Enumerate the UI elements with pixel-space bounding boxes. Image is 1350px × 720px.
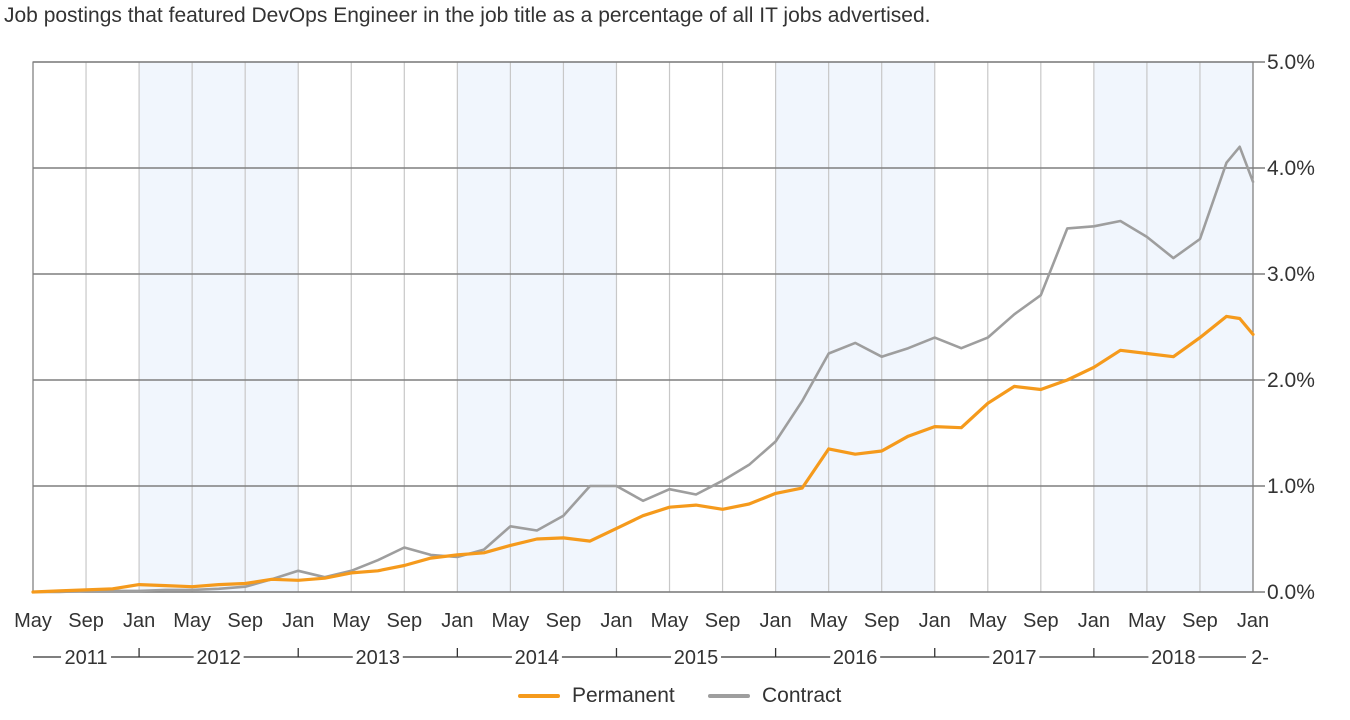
year-label-bg <box>511 646 562 668</box>
x-tick-label: Jan <box>600 610 632 632</box>
x-tick-label: Sep <box>1023 610 1059 632</box>
year-label-bg <box>352 646 403 668</box>
series-line-permanent <box>31 314 1255 594</box>
y-tick-label: 0.0% <box>1267 581 1315 604</box>
year-label: 2011 <box>65 647 108 669</box>
year-label: 2013 <box>356 647 401 669</box>
x-tick-label: May <box>810 610 848 632</box>
year-label: 2016 <box>833 647 878 669</box>
year-label-bg <box>989 646 1040 668</box>
legend-item-permanent[interactable]: Permanent <box>518 682 675 710</box>
x-tick-label: May <box>491 610 529 632</box>
y-tick-label: 5.0% <box>1267 51 1315 74</box>
legend-swatch-contract <box>708 694 750 698</box>
x-tick-label: May <box>14 610 52 632</box>
chart-title: Job postings that featured DevOps Engine… <box>4 4 931 27</box>
y-tick-label: 2.0% <box>1267 369 1315 392</box>
x-tick-label: Jan <box>1078 610 1110 632</box>
year-label-bg <box>1148 646 1199 668</box>
legend-label-contract: Contract <box>762 684 842 707</box>
legend-item-contract[interactable]: Contract <box>708 682 841 710</box>
y-tick-label: 4.0% <box>1267 157 1315 180</box>
legend-label-permanent: Permanent <box>572 684 675 707</box>
x-tick-label: Sep <box>546 610 582 632</box>
x-tick-label: Jan <box>441 610 473 632</box>
year-label-bg <box>830 646 881 668</box>
x-tick-label: May <box>651 610 689 632</box>
year-band-2014 <box>457 62 617 592</box>
year-label: 2- <box>1251 647 1269 669</box>
x-tick-label: Jan <box>282 610 314 632</box>
x-tick-label: Sep <box>705 610 741 632</box>
x-tick-label: Jan <box>123 610 155 632</box>
x-tick-label: Sep <box>387 610 423 632</box>
legend-swatch-permanent <box>518 694 560 698</box>
year-label: 2012 <box>196 647 241 669</box>
x-tick-label: May <box>173 610 211 632</box>
year-label-bg <box>193 646 244 668</box>
x-tick-label: Sep <box>864 610 900 632</box>
y-tick-label: 1.0% <box>1267 475 1315 498</box>
x-tick-label: Sep <box>1182 610 1218 632</box>
year-label-bg <box>1246 646 1274 668</box>
x-tick-label: May <box>332 610 370 632</box>
year-label: 2014 <box>515 647 560 669</box>
y-tick-label: 3.0% <box>1267 263 1315 286</box>
year-label: 2017 <box>992 647 1037 669</box>
year-label-bg <box>61 646 112 668</box>
plot-border <box>32 61 1254 593</box>
x-tick-label: May <box>969 610 1007 632</box>
x-tick-label: Jan <box>919 610 951 632</box>
year-band-2018 <box>1093 62 1253 592</box>
year-band-2012 <box>139 62 299 592</box>
year-band-2016 <box>775 62 935 592</box>
x-tick-label: Jan <box>759 610 791 632</box>
x-tick-label: Jan <box>1237 610 1269 632</box>
x-tick-label: Sep <box>68 610 104 632</box>
year-label-bg <box>671 646 722 668</box>
x-tick-label: Sep <box>227 610 263 632</box>
series-line-contract <box>31 145 1255 594</box>
year-label: 2018 <box>1151 647 1196 669</box>
x-tick-label: May <box>1128 610 1166 632</box>
year-label: 2015 <box>674 647 719 669</box>
